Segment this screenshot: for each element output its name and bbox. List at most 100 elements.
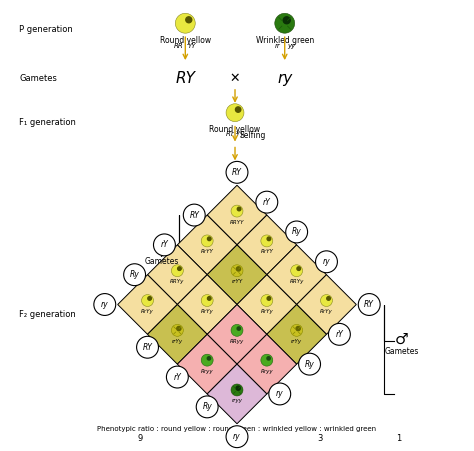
Text: ♂: ♂: [395, 332, 409, 347]
Text: ry: ry: [101, 300, 109, 309]
Circle shape: [207, 357, 210, 360]
Circle shape: [201, 354, 213, 366]
Circle shape: [183, 204, 205, 226]
Circle shape: [172, 265, 183, 276]
Text: Ry: Ry: [202, 402, 212, 411]
Circle shape: [291, 324, 302, 336]
Circle shape: [358, 294, 380, 315]
Circle shape: [226, 104, 244, 122]
Text: Round yellow: Round yellow: [160, 36, 211, 45]
Polygon shape: [207, 245, 267, 304]
Circle shape: [177, 327, 181, 331]
Circle shape: [142, 295, 154, 307]
Text: ry: ry: [277, 71, 292, 87]
Circle shape: [291, 265, 302, 276]
Polygon shape: [207, 185, 267, 245]
Text: rY: rY: [161, 240, 168, 249]
Text: Rr Yy: Rr Yy: [226, 131, 244, 137]
Text: Gametes: Gametes: [385, 347, 419, 356]
Text: RY: RY: [143, 343, 153, 352]
Polygon shape: [237, 334, 297, 394]
Circle shape: [261, 235, 273, 247]
Text: Ry: Ry: [305, 359, 314, 368]
Text: RrYY: RrYY: [260, 249, 273, 254]
Text: rrYy: rrYy: [172, 339, 183, 344]
Text: Round yellow: Round yellow: [210, 124, 261, 133]
Circle shape: [231, 384, 243, 396]
Circle shape: [316, 251, 337, 273]
Circle shape: [237, 207, 241, 211]
Circle shape: [236, 386, 240, 390]
Text: rY: rY: [173, 373, 181, 382]
Circle shape: [196, 396, 218, 418]
Circle shape: [186, 17, 192, 23]
Polygon shape: [177, 215, 237, 275]
Text: rr: rr: [275, 43, 281, 49]
Text: RRYY: RRYY: [230, 220, 244, 225]
Circle shape: [201, 235, 213, 247]
Circle shape: [297, 267, 301, 271]
Text: ♀: ♀: [156, 242, 167, 258]
Circle shape: [208, 237, 211, 240]
Polygon shape: [237, 215, 297, 275]
Polygon shape: [207, 364, 267, 424]
Circle shape: [283, 17, 290, 24]
Text: yy: yy: [288, 43, 296, 49]
Circle shape: [261, 354, 273, 366]
Polygon shape: [267, 304, 327, 364]
Polygon shape: [147, 304, 207, 364]
Circle shape: [267, 297, 271, 300]
Text: RRYy: RRYy: [290, 279, 304, 284]
Text: F₂ generation: F₂ generation: [19, 310, 76, 319]
Circle shape: [231, 265, 243, 276]
Text: RY: RY: [189, 211, 199, 220]
Circle shape: [320, 295, 332, 307]
Text: ry: ry: [323, 257, 330, 266]
Polygon shape: [177, 275, 237, 334]
Circle shape: [231, 205, 243, 217]
Text: ✕: ✕: [230, 73, 240, 85]
Polygon shape: [237, 275, 297, 334]
Text: rY: rY: [263, 198, 271, 207]
Text: 3: 3: [317, 434, 322, 443]
Circle shape: [154, 234, 175, 256]
Circle shape: [269, 383, 291, 405]
Circle shape: [236, 107, 241, 112]
Circle shape: [327, 297, 330, 300]
Circle shape: [256, 191, 278, 213]
Text: rY: rY: [336, 330, 343, 339]
Circle shape: [237, 327, 240, 330]
Polygon shape: [267, 245, 327, 304]
Circle shape: [328, 323, 350, 345]
Text: 1: 1: [396, 434, 401, 443]
Text: RrYY: RrYY: [201, 249, 214, 254]
Text: RR: RR: [173, 43, 183, 49]
Circle shape: [286, 221, 308, 243]
Text: 3: 3: [230, 434, 236, 443]
Text: YY: YY: [188, 43, 197, 49]
Text: RY: RY: [365, 300, 374, 309]
Text: RrYy: RrYy: [141, 309, 154, 314]
Text: RRYy: RRYy: [170, 279, 184, 284]
Text: Gametes: Gametes: [144, 257, 179, 266]
Circle shape: [201, 295, 213, 307]
Circle shape: [237, 267, 241, 271]
Circle shape: [261, 295, 273, 307]
Text: Ry: Ry: [130, 270, 139, 279]
Circle shape: [275, 14, 295, 33]
Circle shape: [124, 264, 146, 285]
Text: RrYy: RrYy: [320, 309, 333, 314]
Polygon shape: [177, 334, 237, 394]
Circle shape: [172, 324, 183, 336]
Text: Rryy: Rryy: [261, 368, 273, 373]
Text: RrYy: RrYy: [201, 309, 214, 314]
Circle shape: [94, 294, 116, 315]
Text: rryy: rryy: [231, 398, 243, 403]
Circle shape: [166, 366, 188, 388]
Text: Ry: Ry: [292, 227, 301, 236]
Polygon shape: [207, 304, 267, 364]
Text: Rryy: Rryy: [201, 368, 213, 373]
Text: 9: 9: [138, 434, 143, 443]
Circle shape: [148, 297, 151, 300]
Text: rrYy: rrYy: [291, 339, 302, 344]
